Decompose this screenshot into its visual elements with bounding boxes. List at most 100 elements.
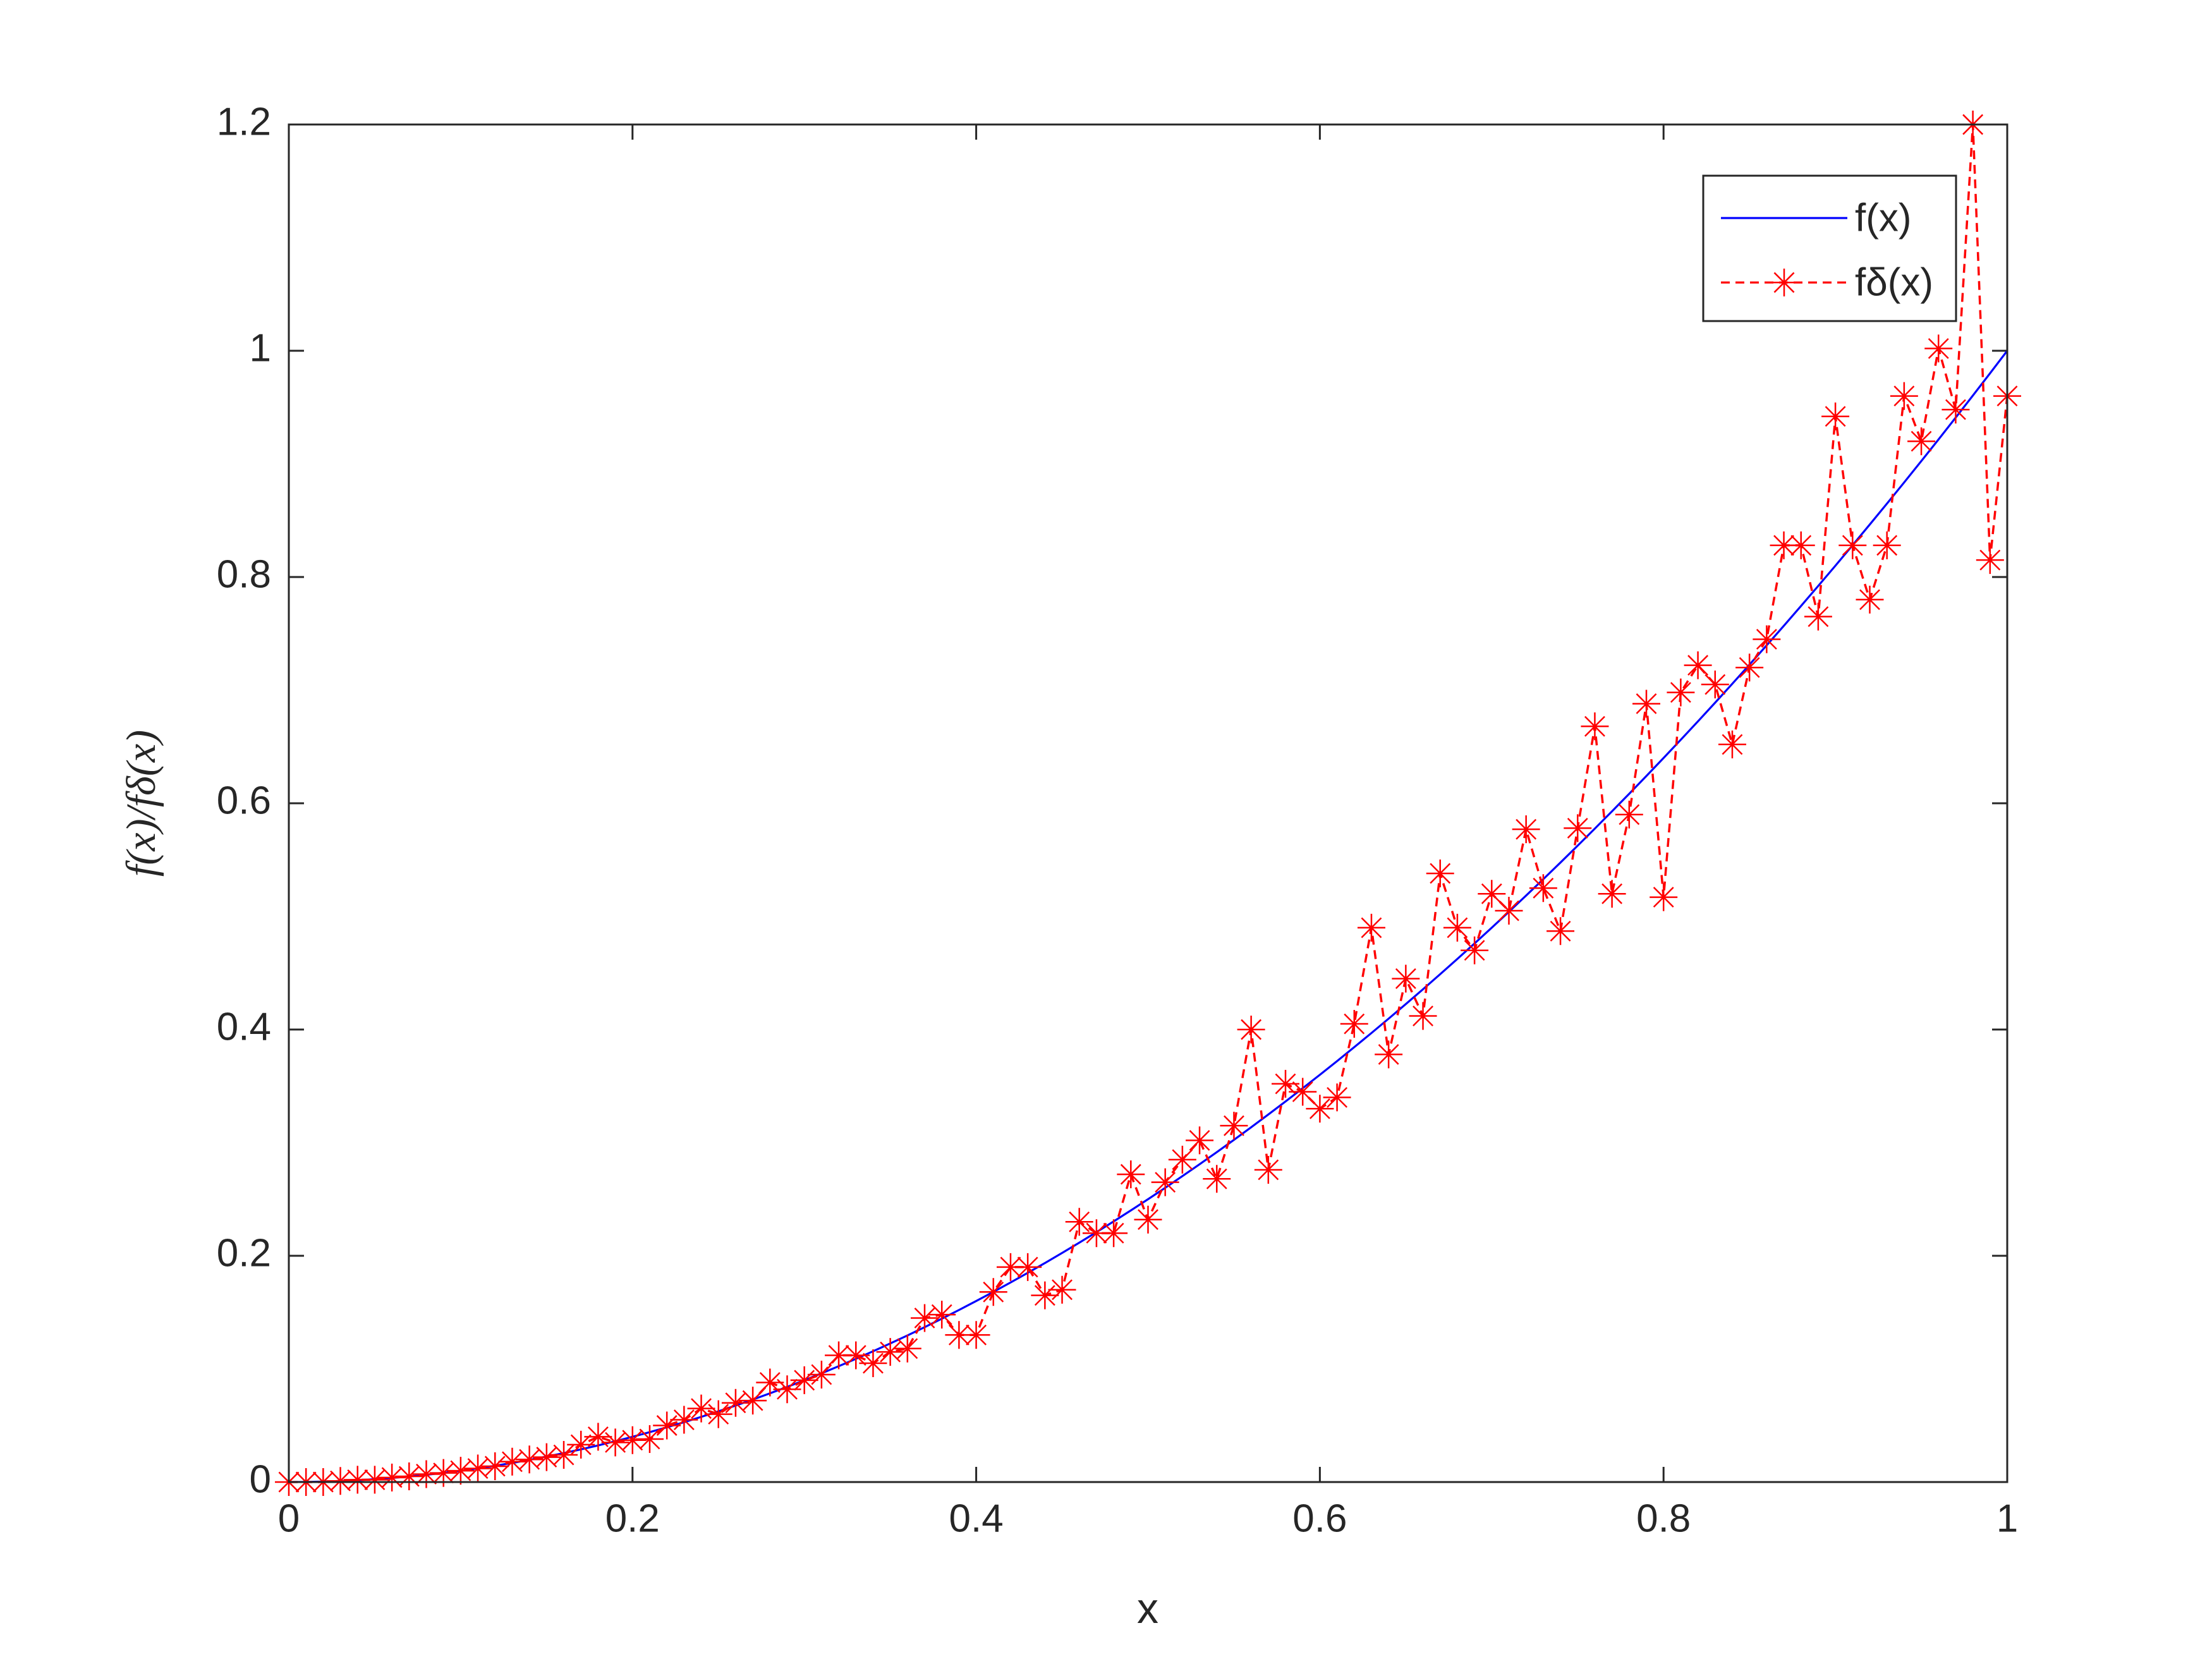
data-point bbox=[928, 1301, 956, 1329]
data-point bbox=[464, 1454, 492, 1483]
data-point bbox=[1718, 730, 1746, 758]
data-point bbox=[739, 1387, 767, 1415]
legend-marker bbox=[1770, 269, 1798, 296]
data-point bbox=[911, 1304, 939, 1332]
data-point bbox=[1976, 546, 2004, 574]
x-tick-label: 1 bbox=[1996, 1497, 2018, 1540]
y-tick-label: 0 bbox=[250, 1457, 271, 1501]
data-point bbox=[1684, 651, 1712, 679]
data-point bbox=[412, 1460, 441, 1488]
data-point bbox=[395, 1462, 423, 1491]
x-tick-label: 0.4 bbox=[949, 1497, 1003, 1540]
data-point bbox=[1650, 883, 1678, 911]
data-point bbox=[1547, 917, 1575, 945]
data-point bbox=[378, 1463, 406, 1492]
data-point bbox=[773, 1375, 801, 1404]
data-point bbox=[1787, 531, 1815, 559]
data-point bbox=[1186, 1126, 1214, 1155]
legend: f(x) fδ(x) bbox=[1702, 174, 1957, 322]
data-point bbox=[1409, 1002, 1437, 1030]
data-point bbox=[1065, 1208, 1093, 1236]
data-point bbox=[1632, 690, 1661, 718]
data-point bbox=[360, 1466, 389, 1494]
y-axis-label: f(x)/fδ(x) bbox=[118, 730, 164, 877]
plot-frame bbox=[288, 123, 2008, 1483]
data-point bbox=[1426, 859, 1454, 887]
data-point bbox=[1100, 1219, 1128, 1248]
data-point bbox=[326, 1467, 355, 1495]
data-point bbox=[721, 1389, 750, 1417]
data-point bbox=[687, 1394, 715, 1423]
data-point bbox=[498, 1447, 526, 1476]
data-point bbox=[532, 1443, 561, 1471]
data-point bbox=[807, 1360, 836, 1389]
data-point bbox=[1770, 531, 1798, 559]
data-point bbox=[1048, 1275, 1076, 1304]
y-tick-label: 0.6 bbox=[217, 779, 271, 822]
data-point bbox=[859, 1349, 887, 1378]
data-point bbox=[1598, 880, 1626, 908]
x-tick-label: 0.8 bbox=[1636, 1497, 1691, 1540]
data-point bbox=[1014, 1253, 1042, 1281]
data-point bbox=[1272, 1069, 1300, 1098]
legend-label: fδ(x) bbox=[1855, 260, 1933, 304]
data-point bbox=[1804, 602, 1832, 631]
data-point bbox=[515, 1445, 544, 1474]
data-point bbox=[979, 1278, 1007, 1306]
data-point bbox=[704, 1400, 732, 1428]
data-point bbox=[670, 1406, 698, 1434]
data-point bbox=[584, 1423, 612, 1451]
data-point bbox=[1392, 964, 1420, 993]
data-point bbox=[790, 1366, 818, 1394]
data-point bbox=[1220, 1112, 1248, 1140]
data-point bbox=[945, 1321, 973, 1349]
data-point bbox=[1907, 427, 1936, 456]
data-point bbox=[601, 1428, 629, 1457]
data-point bbox=[1168, 1145, 1196, 1174]
data-point bbox=[1134, 1205, 1162, 1234]
data-point bbox=[1082, 1219, 1110, 1248]
data-point bbox=[1375, 1040, 1403, 1069]
data-point bbox=[1924, 334, 1953, 363]
data-point bbox=[1254, 1155, 1282, 1184]
y-tick-label: 1.2 bbox=[217, 100, 271, 143]
legend-box bbox=[1702, 174, 1957, 322]
data-point bbox=[1340, 1010, 1368, 1038]
data-point bbox=[825, 1341, 853, 1370]
data-point bbox=[1289, 1078, 1317, 1106]
data-point bbox=[343, 1466, 372, 1494]
x-axis-label: x bbox=[1137, 1584, 1158, 1632]
data-point bbox=[842, 1341, 870, 1370]
y-tick-label: 0.8 bbox=[217, 552, 271, 596]
data-point bbox=[1581, 712, 1609, 741]
data-point bbox=[1564, 814, 1592, 842]
data-point bbox=[567, 1430, 595, 1459]
data-point bbox=[618, 1426, 647, 1454]
data-point bbox=[893, 1334, 921, 1363]
data-point bbox=[653, 1411, 681, 1440]
data-point bbox=[962, 1321, 990, 1349]
data-point bbox=[1873, 531, 1901, 559]
data-point bbox=[1529, 874, 1557, 902]
data-point bbox=[1856, 585, 1884, 614]
data-point bbox=[1323, 1083, 1351, 1112]
data-point bbox=[1512, 815, 1540, 844]
data-point bbox=[1357, 913, 1385, 942]
data-point bbox=[1461, 936, 1489, 964]
data-point bbox=[481, 1452, 509, 1480]
x-tick-label: 0.2 bbox=[605, 1497, 660, 1540]
data-point bbox=[429, 1459, 458, 1487]
legend-label: f(x) bbox=[1855, 196, 1912, 240]
data-point bbox=[1203, 1165, 1231, 1193]
data-point bbox=[1753, 625, 1781, 653]
data-point bbox=[1701, 671, 1729, 699]
data-point bbox=[1151, 1168, 1179, 1196]
data-point bbox=[1478, 880, 1506, 908]
data-point bbox=[1615, 800, 1643, 829]
data-point bbox=[635, 1425, 664, 1453]
data-point bbox=[1495, 897, 1523, 925]
data-point bbox=[876, 1338, 904, 1366]
data-point bbox=[1735, 653, 1764, 682]
